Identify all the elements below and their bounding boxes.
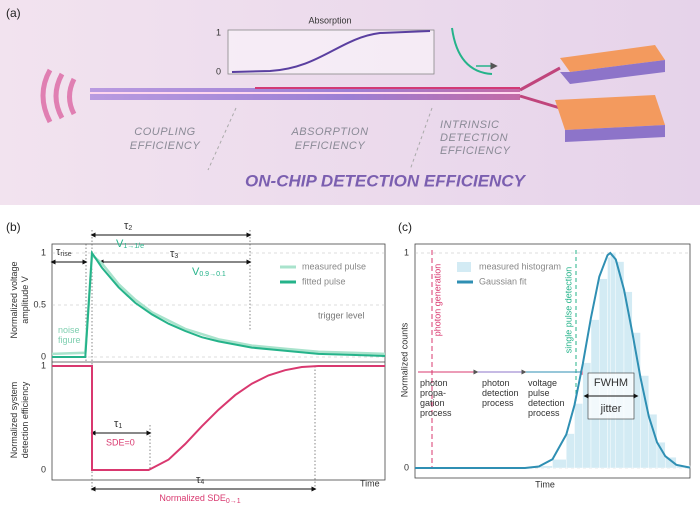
panel-a-title: ON-CHIP DETECTION EFFICIENCY	[245, 171, 527, 190]
panel-a: (a) Absorption 1 0 COUPLING EFFICIENCY AB…	[0, 0, 700, 205]
data-line	[52, 250, 386, 358]
legend-label: fitted pulse	[302, 276, 346, 286]
intrinsic-label: INTRINSIC DETECTION EFFICIENCY	[440, 119, 511, 157]
y-tick-label: 0.5	[33, 299, 46, 309]
panel-label: (a)	[6, 6, 21, 20]
v-09: V0.9→0.1	[192, 266, 226, 278]
tau-4: τ4	[196, 474, 204, 486]
absorption-curve	[231, 30, 431, 73]
histogram-bar	[607, 257, 611, 469]
fwhm: FWHM jitter	[583, 372, 639, 420]
histogram-bar	[552, 459, 567, 469]
histogram-bar	[640, 375, 649, 469]
single-pulse-detection: single pulse detection	[563, 267, 573, 354]
y-tick-label: 1	[404, 247, 409, 257]
pulse-icon	[451, 27, 493, 75]
data-line	[415, 251, 691, 469]
legend-swatch	[457, 262, 471, 272]
panel-label: (b)	[6, 220, 21, 234]
y-tick-label: 1	[41, 247, 46, 257]
tau-2: τ2	[124, 220, 132, 232]
absorption-label: ABSORPTION EFFICIENCY	[290, 126, 368, 152]
sde-range: Normalized SDE0→1	[159, 493, 240, 504]
trigger-level: trigger level	[318, 310, 365, 320]
plot-frame	[414, 243, 691, 479]
tau-1: τ1	[114, 418, 122, 430]
data-line	[51, 252, 386, 356]
y-axis-label: Normalized systemdetection efficiency	[9, 381, 30, 458]
photon-generation: photon generation	[432, 264, 442, 337]
pad-base	[565, 125, 665, 142]
process-label: photon propa-gation process	[420, 378, 452, 418]
data-line	[52, 365, 385, 471]
histogram-bar	[574, 403, 583, 469]
y-tick-label: 1	[41, 360, 46, 370]
coupling-label: COUPLING EFFICIENCY	[130, 126, 201, 152]
divider	[409, 107, 433, 171]
legend-label: measured histogram	[479, 261, 561, 271]
fwhm-label: FWHM	[594, 377, 628, 389]
divider	[207, 107, 237, 171]
pad-base	[560, 60, 665, 84]
y-tick-label: 0	[404, 462, 409, 472]
tau-3: τ3	[170, 248, 178, 260]
y-tick-label: 0	[41, 351, 46, 361]
y-axis-label: Normalized voltageamplitude V	[9, 261, 30, 338]
y-axis-label: Normalized counts	[399, 322, 409, 397]
inset-tick: 1	[216, 27, 221, 37]
pad	[555, 95, 665, 130]
legend-label: Gaussian fit	[479, 276, 527, 286]
process-label: photon detection process	[482, 378, 519, 408]
y-tick-label: 0	[41, 464, 46, 474]
v-e: V1→1/e	[116, 238, 144, 250]
x-axis-label: Time	[360, 478, 380, 488]
histogram-bar	[566, 433, 575, 469]
sde-zero: SDE=0	[106, 437, 135, 447]
inset-tick: 0	[216, 66, 221, 76]
jitter-label: jitter	[600, 403, 622, 415]
histogram-bar	[610, 252, 616, 469]
grating	[40, 68, 77, 124]
wire-split	[519, 66, 561, 110]
process-label: voltage pulse detection process	[528, 378, 565, 418]
legend-label: measured pulse	[302, 261, 366, 271]
panel-label: (c)	[398, 220, 412, 234]
inset-title: Absorption	[308, 15, 351, 25]
pad	[560, 45, 665, 72]
tau-rise: τrise	[56, 246, 72, 258]
histogram-bar	[665, 457, 677, 469]
noise-figure: noise figure	[58, 325, 81, 345]
x-axis-label: Time	[535, 479, 555, 489]
histogram-bar	[615, 261, 625, 469]
